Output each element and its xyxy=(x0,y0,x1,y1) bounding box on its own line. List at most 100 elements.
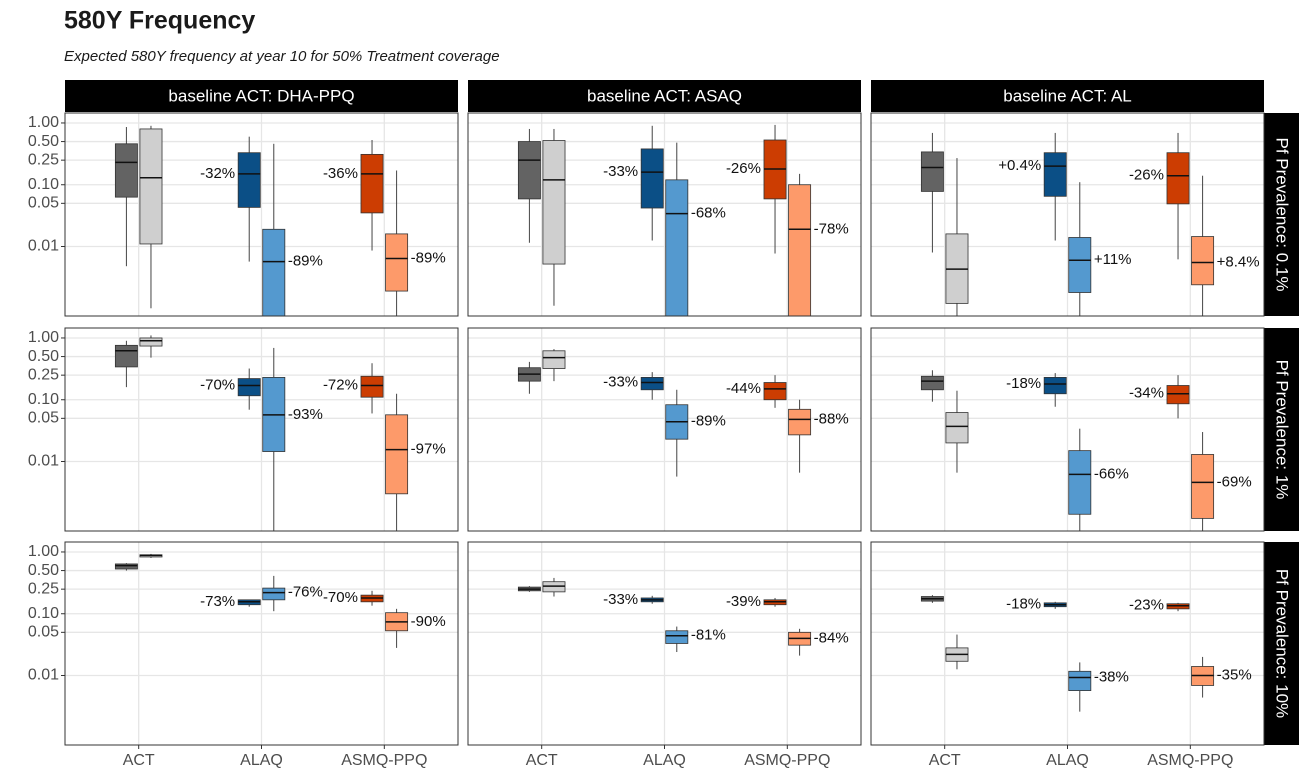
x-tick-label: ALAQ xyxy=(240,752,283,769)
data-label: -81% xyxy=(691,627,726,644)
facet-label: baseline ACT: AL xyxy=(1003,86,1132,105)
box xyxy=(1043,152,1067,197)
x-tick-label: ASMQ-PPQ xyxy=(744,752,830,769)
box xyxy=(542,140,566,265)
box xyxy=(1191,454,1215,519)
box xyxy=(542,350,566,369)
box xyxy=(517,141,541,200)
x-tick-label: ASMQ-PPQ xyxy=(1147,752,1233,769)
facet-label: baseline ACT: ASAQ xyxy=(587,86,742,105)
data-label: -33% xyxy=(603,163,638,180)
x-tick-label: ASMQ-PPQ xyxy=(341,752,427,769)
data-label: -68% xyxy=(691,205,726,222)
data-label: -70% xyxy=(323,589,358,606)
data-label: -70% xyxy=(200,376,235,393)
x-tick-label: ACT xyxy=(526,752,558,769)
panel xyxy=(871,542,1264,745)
box xyxy=(360,375,384,398)
data-label: -23% xyxy=(1129,597,1164,614)
facet-strip xyxy=(65,80,458,112)
box xyxy=(114,143,138,198)
boxes xyxy=(114,125,409,316)
data-label: -88% xyxy=(814,410,849,427)
boxes xyxy=(920,370,1215,531)
panel-border xyxy=(467,327,862,532)
box xyxy=(1068,670,1092,691)
y-tick-label: 0.25 xyxy=(28,151,59,168)
facet-strip xyxy=(1263,113,1299,316)
y-tick-label: 0.10 xyxy=(28,391,59,408)
box xyxy=(920,375,944,391)
y-tick-label: 1.00 xyxy=(28,543,59,560)
y-tick-label: 0.10 xyxy=(28,176,59,193)
data-label: -97% xyxy=(411,441,446,458)
data-label: -33% xyxy=(603,373,638,390)
box xyxy=(385,414,409,495)
data-label: -44% xyxy=(726,380,761,397)
facet-label: baseline ACT: DHA-PPQ xyxy=(168,86,354,105)
box xyxy=(1191,236,1215,286)
box xyxy=(1043,376,1067,395)
data-label: -78% xyxy=(814,220,849,237)
box xyxy=(114,344,138,368)
y-tick-label: 0.10 xyxy=(28,605,59,622)
boxes xyxy=(920,132,1215,316)
data-label: -90% xyxy=(411,613,446,630)
y-tick-label: 0.01 xyxy=(28,667,59,684)
box xyxy=(139,337,163,347)
x-tick-label: ALAQ xyxy=(1046,752,1089,769)
box xyxy=(665,179,689,316)
boxes xyxy=(114,553,409,648)
data-label: -93% xyxy=(288,406,323,423)
data-label: -66% xyxy=(1094,465,1129,482)
box xyxy=(262,228,286,316)
facet-strip xyxy=(871,80,1264,112)
panel-border xyxy=(870,112,1265,317)
y-tick-label: 0.05 xyxy=(28,195,59,212)
facet-strip xyxy=(1263,328,1299,531)
boxes xyxy=(517,124,812,316)
box xyxy=(1166,152,1190,205)
facet-label: Pf Prevalence: 1% xyxy=(1273,360,1292,500)
y-tick-label: 0.05 xyxy=(28,410,59,427)
box xyxy=(1166,385,1190,405)
y-tick-label: 0.50 xyxy=(28,562,59,579)
boxes xyxy=(920,595,1215,712)
panel-border xyxy=(64,541,459,746)
panel-border xyxy=(64,327,459,532)
box xyxy=(237,378,261,397)
y-tick-label: 0.25 xyxy=(28,366,59,383)
box xyxy=(920,151,944,192)
data-label: -76% xyxy=(288,584,323,601)
data-label: -89% xyxy=(411,249,446,266)
y-tick-label: 0.50 xyxy=(28,133,59,150)
data-label: +0.4% xyxy=(998,157,1041,174)
box xyxy=(788,184,812,316)
panel-border xyxy=(64,112,459,317)
panel xyxy=(871,113,1264,316)
box xyxy=(640,376,664,391)
x-tick-label: ACT xyxy=(929,752,961,769)
facet-label: Pf Prevalence: 10% xyxy=(1273,569,1292,718)
box xyxy=(139,128,163,245)
data-label: -32% xyxy=(200,165,235,182)
panel-border xyxy=(870,541,1265,746)
y-tick-label: 0.01 xyxy=(28,238,59,255)
panel-border xyxy=(870,327,1265,532)
box xyxy=(385,233,409,292)
boxes xyxy=(517,349,812,477)
x-tick-label: ACT xyxy=(123,752,155,769)
panel-border xyxy=(467,541,862,746)
facet-strip xyxy=(1263,542,1299,745)
box xyxy=(763,382,787,401)
data-label: -33% xyxy=(603,591,638,608)
box xyxy=(1068,450,1092,515)
box xyxy=(237,152,261,208)
y-tick-label: 0.25 xyxy=(28,580,59,597)
box xyxy=(114,563,138,570)
data-label: -38% xyxy=(1094,668,1129,685)
facet-label: Pf Prevalence: 0.1% xyxy=(1273,137,1292,291)
data-label: -26% xyxy=(726,160,761,177)
box xyxy=(640,148,664,209)
